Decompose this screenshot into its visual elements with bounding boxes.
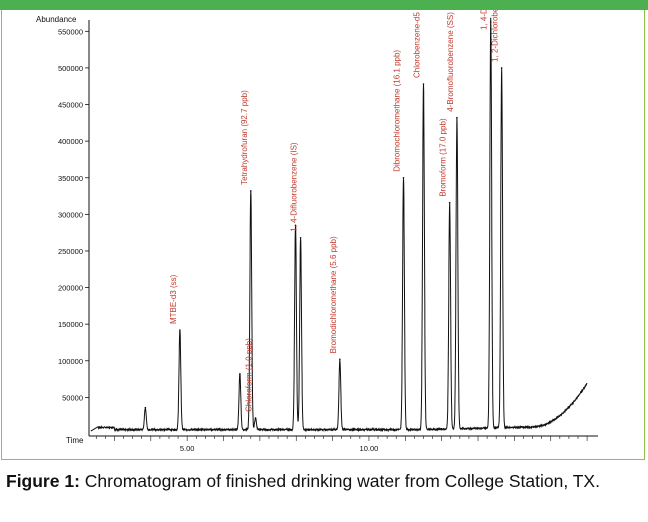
peak-point — [144, 406, 147, 409]
x-tick-label: 10.00 — [360, 444, 379, 453]
peak-point — [249, 190, 252, 192]
peak-label: 1, 2-Dichlorobenzene-d4 (SS) — [491, 10, 500, 62]
peak-point — [239, 373, 241, 375]
peak-labels: MTBE-d3 (ss) Tetrahydrofuran (92.7 ppb) Ch… — [144, 10, 503, 419]
peak-point — [294, 224, 297, 227]
peak-point — [402, 176, 405, 179]
chromatogram-trace — [90, 17, 588, 433]
y-tick-label: 350000 — [58, 174, 83, 183]
y-tick-label: 400000 — [58, 137, 83, 146]
peak-label: Bromodichloromethane (5.6 ppb) — [329, 236, 338, 353]
peak-label: 1, 4-Dichlorobenzene-d4 (IS) — [480, 10, 489, 30]
peak-label: Bromoform (17.0 ppb) — [439, 118, 448, 197]
y-tick-label: 250000 — [58, 247, 83, 256]
chromatogram-chart: Abundance Time 50000 100000 150000 200000 25… — [36, 10, 598, 453]
y-tick-label: 50000 — [62, 393, 83, 402]
y-tick-label: 550000 — [58, 27, 83, 36]
peak-point — [179, 329, 181, 331]
y-tick-label: 100000 — [58, 357, 83, 366]
axes: 50000 100000 150000 200000 250000 300000 35000… — [58, 20, 598, 453]
peak-point — [299, 236, 302, 239]
peak-label: Chlorobenzene-d5 (IS) — [412, 10, 421, 78]
peak-point — [254, 417, 257, 419]
peak-label: 1, 4-Difluorobenzene (IS) — [290, 142, 299, 232]
figure-frame — [1, 10, 645, 460]
peak-point — [422, 83, 425, 85]
y-tick-label: 150000 — [58, 320, 83, 329]
peak-label: Dibromochloromethane (16.1 ppb) — [392, 50, 401, 172]
peak-label: Chloroform (1.0 ppb) — [245, 338, 254, 412]
y-tick-label: 450000 — [58, 101, 83, 110]
peak-point — [489, 21, 492, 23]
y-tick-label: 500000 — [58, 64, 83, 73]
peak-label: MTBE-d3 (ss) — [169, 274, 178, 324]
caption-text: Chromatogram of finished drinking water … — [79, 471, 600, 491]
x-tick-label: 5.00 — [180, 444, 195, 453]
peak-point — [448, 201, 451, 204]
y-axis-title: Abundance — [36, 15, 77, 24]
y-tick-label: 200000 — [58, 284, 83, 293]
y-tick-label: 300000 — [58, 210, 83, 219]
peak-label: 4-Bromofluorobenzene (SS) — [446, 12, 455, 112]
trace-line — [90, 17, 588, 433]
figure-caption: Figure 1: Chromatogram of finished drink… — [6, 470, 646, 493]
peak-label: Tetrahydrofuran (92.7 ppb) — [240, 90, 249, 185]
caption-label: Figure 1: — [6, 471, 80, 491]
peak-point — [500, 67, 503, 69]
peak-point — [339, 358, 341, 361]
top-accent-bar — [0, 0, 648, 10]
x-axis-title: Time — [66, 436, 84, 445]
peak-point — [456, 116, 458, 119]
